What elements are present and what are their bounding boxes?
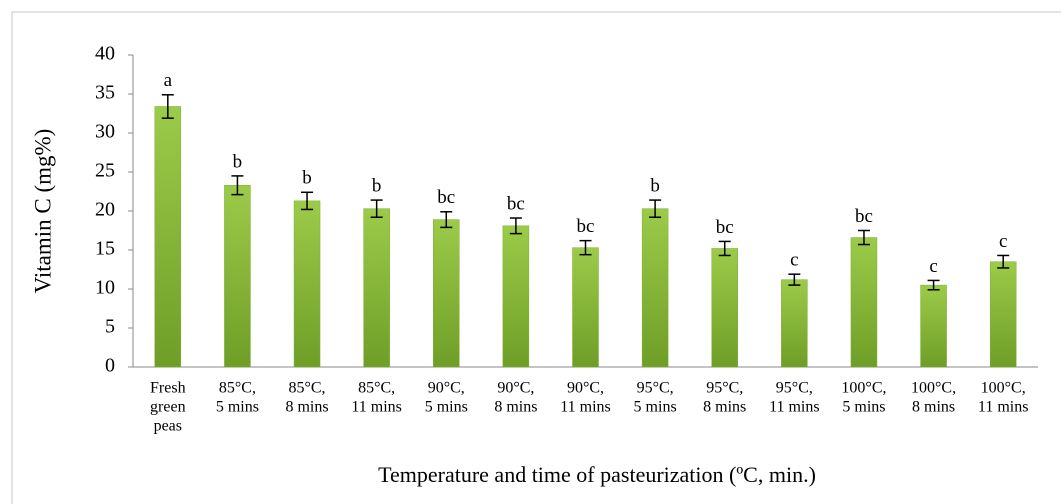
- annotation: bc: [437, 187, 455, 208]
- x-tick-label: 100°C,: [981, 380, 1026, 397]
- y-tick-label: 15: [95, 238, 115, 260]
- bar: [920, 284, 947, 368]
- y-tick-label: 35: [95, 82, 115, 104]
- x-tick-label: 8 mins: [703, 399, 746, 416]
- x-tick-label: 85°C,: [288, 380, 325, 397]
- x-tick-label: 90°C,: [428, 380, 465, 397]
- x-tick-label: 5 mins: [634, 399, 677, 416]
- bar: [641, 208, 669, 368]
- x-tick-label: 5 mins: [216, 399, 259, 416]
- x-tick-label: 5 mins: [842, 399, 885, 416]
- x-tick-label: 90°C,: [567, 380, 604, 397]
- bar: [850, 237, 878, 368]
- bar: [989, 261, 1017, 368]
- frame: [11, 11, 1061, 504]
- annotation: a: [164, 70, 173, 91]
- annotation: c: [790, 250, 798, 271]
- x-tick-label: 11 mins: [769, 399, 820, 416]
- annotation: b: [233, 151, 243, 172]
- y-tick-label: 5: [105, 316, 115, 338]
- x-tick-label: peas: [154, 418, 182, 435]
- x-tick-label: 11 mins: [560, 399, 611, 416]
- x-tick-label: 95°C,: [776, 380, 813, 397]
- x-tick-label: 85°C,: [219, 380, 256, 397]
- annotation: c: [929, 256, 937, 277]
- x-tick-label: Fresh: [150, 380, 186, 397]
- annotation: b: [372, 175, 382, 196]
- bar: [224, 185, 251, 368]
- bar: [363, 208, 390, 368]
- y-tick-label: 30: [95, 121, 115, 143]
- annotation: c: [999, 231, 1007, 252]
- annotation: b: [302, 168, 312, 189]
- y-tick-label: 10: [95, 277, 115, 299]
- y-tick-label: 0: [105, 355, 115, 377]
- x-tick-label: 90°C,: [497, 380, 534, 397]
- bar: [572, 247, 599, 368]
- x-tick-label: 100°C,: [841, 380, 886, 397]
- y-axis-title: Vitamin C (mg%): [30, 129, 55, 294]
- bar: [711, 248, 738, 368]
- x-tick-label: green: [150, 399, 186, 416]
- x-tick-label: 8 mins: [494, 399, 537, 416]
- annotation: bc: [855, 206, 873, 227]
- annotation: bc: [716, 217, 734, 238]
- y-tick-label: 40: [95, 43, 115, 65]
- x-tick-label: 11 mins: [978, 399, 1029, 416]
- bar: [154, 106, 182, 368]
- x-tick-label: 95°C,: [706, 380, 743, 397]
- x-tick-label: 85°C,: [358, 380, 395, 397]
- x-tick-label: 95°C,: [637, 380, 674, 397]
- y-tick-label: 25: [95, 160, 115, 182]
- x-tick-label: 100°C,: [911, 380, 956, 397]
- bar: [293, 200, 321, 368]
- annotation: bc: [577, 216, 595, 237]
- bar: [502, 225, 530, 368]
- y-tick-label: 20: [95, 199, 115, 221]
- bar: [781, 279, 808, 368]
- annotation: bc: [507, 193, 525, 214]
- x-tick-label: 8 mins: [912, 399, 955, 416]
- x-tick-label: 5 mins: [425, 399, 468, 416]
- bar: [433, 219, 460, 368]
- x-axis-title: Temperature and time of pasteurization (…: [378, 462, 816, 487]
- x-tick-label: 8 mins: [285, 399, 328, 416]
- annotation: b: [650, 175, 660, 196]
- x-tick-label: 11 mins: [351, 399, 402, 416]
